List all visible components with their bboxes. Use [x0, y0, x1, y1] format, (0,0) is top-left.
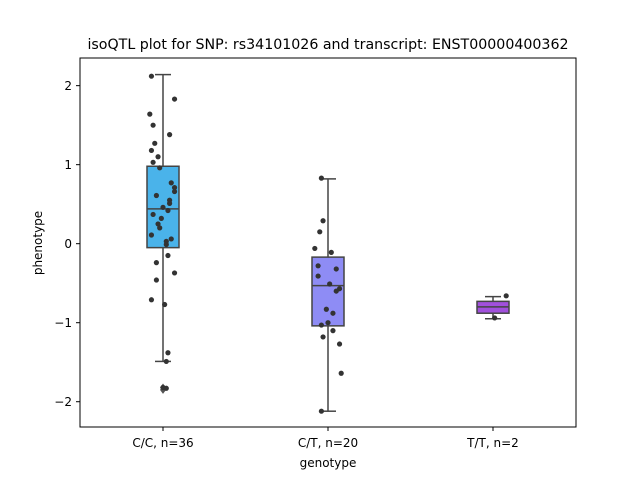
y-axis-label: phenotype [31, 211, 45, 275]
data-point [157, 165, 163, 171]
data-point [163, 358, 169, 365]
data-point [323, 306, 329, 312]
y-tick-label: 1 [64, 158, 72, 172]
data-point [318, 408, 324, 414]
data-point [148, 297, 155, 303]
y-tick-label: 0 [64, 237, 72, 251]
data-point [328, 249, 334, 255]
data-point [330, 328, 336, 334]
axes-layer: 2 1 0 −1 −2 C/C, n=36 C/T, n=20 T/T, n=2 [54, 79, 519, 450]
data-point [163, 241, 169, 248]
data-point [338, 370, 344, 376]
data-point [168, 236, 174, 242]
y-tick-label: −2 [54, 395, 72, 409]
y-tick-label: 2 [64, 79, 72, 93]
data-point [167, 132, 173, 138]
data-point [317, 229, 323, 235]
boxes-layer [146, 73, 510, 412]
data-point [325, 320, 331, 326]
data-point [153, 260, 159, 266]
data-point [315, 263, 321, 269]
box-group [311, 178, 345, 412]
data-point [167, 200, 173, 206]
data-point [165, 207, 171, 214]
data-point [153, 192, 159, 199]
data-point [155, 154, 161, 160]
data-point [163, 385, 169, 391]
data-point [171, 96, 178, 102]
data-point [333, 288, 339, 294]
data-point [155, 221, 161, 227]
data-point [320, 218, 326, 224]
y-tick-label: −1 [54, 316, 72, 330]
x-tick-label: C/C, n=36 [132, 436, 193, 450]
data-point [330, 310, 336, 316]
data-point [165, 252, 171, 259]
data-point [150, 211, 156, 218]
data-point [333, 266, 339, 272]
data-point [320, 334, 326, 340]
data-point [148, 147, 155, 154]
data-point [171, 188, 178, 195]
data-point [150, 122, 156, 128]
data-point [312, 245, 318, 252]
data-point [315, 273, 321, 279]
data-point [171, 184, 178, 191]
data-point [492, 315, 498, 321]
data-point [150, 159, 156, 165]
data-point [148, 232, 155, 238]
x-tick-label: T/T, n=2 [466, 436, 519, 450]
data-point [336, 341, 343, 347]
chart-title: isoQTL plot for SNP: rs34101026 and tran… [87, 37, 568, 53]
data-point [171, 270, 178, 276]
data-point [160, 204, 166, 210]
box-group [476, 295, 510, 320]
data-point [503, 293, 509, 299]
data-point [162, 301, 168, 308]
strip-points-layer [147, 73, 509, 414]
data-point [158, 215, 164, 222]
data-point [327, 281, 333, 287]
data-point [147, 111, 153, 117]
data-point [153, 277, 159, 283]
data-point [318, 322, 324, 328]
data-point [148, 73, 155, 79]
x-tick-label: C/T, n=20 [298, 436, 358, 450]
data-point [168, 180, 174, 186]
data-point [152, 140, 158, 146]
data-point [157, 225, 163, 231]
x-axis-label: genotype [300, 456, 357, 470]
data-point [318, 175, 324, 181]
data-point [165, 350, 171, 356]
